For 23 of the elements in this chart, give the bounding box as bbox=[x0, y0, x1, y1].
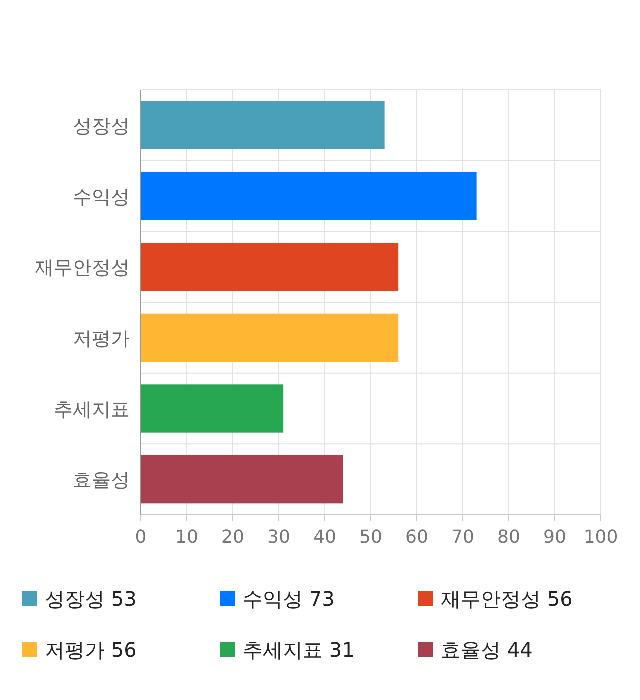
legend-label: 수익성 73 bbox=[243, 587, 335, 611]
y-tick-label: 재무안정성 bbox=[35, 257, 130, 280]
y-tick-label: 수익성 bbox=[73, 186, 130, 208]
y-tick-label: 추세지표 bbox=[54, 398, 130, 421]
y-tick-label: 저평가 bbox=[73, 328, 130, 350]
x-tick-label: 100 bbox=[584, 527, 618, 548]
x-tick-label: 20 bbox=[222, 527, 244, 548]
legend-label: 재무안정성 56 bbox=[441, 587, 573, 611]
legend-label: 성장성 53 bbox=[45, 587, 137, 611]
legend-label: 효율성 44 bbox=[441, 638, 533, 662]
y-tick-label: 성장성 bbox=[73, 115, 130, 138]
legend-label: 추세지표 31 bbox=[243, 638, 355, 662]
x-tick-label: 60 bbox=[406, 527, 428, 548]
x-tick-label: 90 bbox=[544, 527, 566, 548]
x-tick-label: 0 bbox=[135, 527, 147, 548]
x-tick-label: 30 bbox=[268, 527, 290, 548]
x-tick-label: 50 bbox=[360, 527, 382, 548]
x-tick-label: 70 bbox=[452, 527, 474, 548]
x-tick-label: 10 bbox=[176, 527, 198, 548]
y-tick-label: 효율성 bbox=[73, 470, 130, 492]
x-tick-label: 40 bbox=[314, 527, 336, 548]
legend-label: 저평가 56 bbox=[45, 638, 137, 662]
x-tick-label: 80 bbox=[498, 527, 520, 548]
